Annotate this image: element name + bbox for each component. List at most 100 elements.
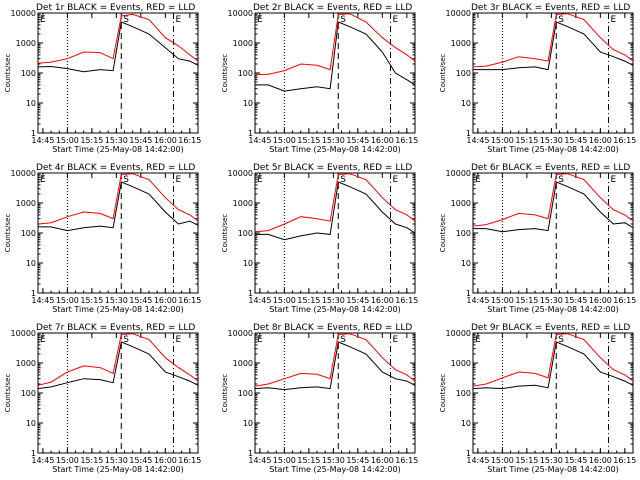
lld-series-line [38, 173, 198, 225]
x-tick-label: 15:45 [564, 296, 587, 305]
y-axis-label: Counts/sec [221, 214, 229, 253]
orbit-marker-label: E [40, 335, 46, 345]
y-tick-label: 10 [26, 99, 36, 108]
orbit-marker-label: S [123, 15, 129, 25]
y-tick-label: 1 [466, 449, 471, 458]
x-tick-label: 15:30 [540, 136, 563, 145]
orbit-marker-label: S [123, 335, 129, 345]
y-tick-label: 10000 [228, 9, 253, 18]
x-tick-label: 16:00 [589, 456, 612, 465]
events-series-line [38, 21, 198, 73]
x-tick-label: 15:45 [346, 296, 369, 305]
orbit-marker-label: S [340, 335, 346, 345]
y-tick-label: 1 [466, 129, 471, 138]
x-tick-label: 15:45 [129, 296, 152, 305]
y-tick-label: 1000 [233, 39, 253, 48]
y-tick-label: 1000 [233, 199, 253, 208]
panel-1: Det 1r BLACK = Events, RED = LLD 1 10 100 10… [4, 3, 201, 154]
x-tick-label: 15:45 [346, 136, 369, 145]
orbit-marker-label: S [558, 15, 564, 25]
x-tick-label: 15:45 [346, 456, 369, 465]
y-tick-label: 1000 [451, 199, 471, 208]
y-tick-label: 100 [238, 389, 253, 398]
x-axis-label: Start Time (25-May-08 14:42:00) [487, 305, 618, 314]
lld-series-line [38, 333, 198, 386]
events-series-line [473, 341, 633, 390]
y-axis-label: Counts/sec [4, 374, 12, 413]
y-tick-label: 1000 [16, 39, 36, 48]
y-axis-label: Counts/sec [221, 54, 229, 93]
panel-title: Det 1r BLACK = Events, RED = LLD [36, 3, 195, 13]
x-tick-label: 16:15 [178, 456, 201, 465]
events-series-line [255, 21, 415, 92]
y-tick-label: 10000 [11, 329, 36, 338]
x-tick-label: 14:45 [248, 456, 271, 465]
panel-4: Det 4r BLACK = Events, RED = LLD 1 10 100 10… [4, 163, 201, 314]
x-tick-label: 15:00 [491, 136, 514, 145]
events-series-line [255, 341, 415, 391]
y-tick-label: 10 [243, 99, 253, 108]
y-tick-label: 100 [238, 229, 253, 238]
x-tick-label: 15:15 [515, 456, 538, 465]
events-series-line [473, 21, 633, 71]
x-tick-label: 15:15 [297, 136, 320, 145]
x-tick-label: 16:15 [613, 296, 636, 305]
x-tick-label: 15:30 [105, 136, 128, 145]
y-tick-label: 10000 [446, 169, 471, 178]
orbit-marker-label: E [611, 335, 617, 345]
orbit-marker-label: E [393, 175, 399, 185]
lld-series-line [473, 333, 633, 387]
x-tick-label: 15:00 [273, 296, 296, 305]
x-tick-label: 16:15 [613, 136, 636, 145]
orbit-marker-label: E [40, 175, 46, 185]
orbit-marker-label: E [475, 175, 481, 185]
x-axis-label: Start Time (25-May-08 14:42:00) [487, 145, 618, 154]
events-series-line [38, 341, 198, 390]
x-tick-label: 16:00 [154, 296, 177, 305]
x-axis-label: Start Time (25-May-08 14:42:00) [52, 305, 183, 314]
panel-title: Det 7r BLACK = Events, RED = LLD [36, 323, 195, 333]
y-axis-label: Counts/sec [439, 54, 447, 93]
x-tick-label: 15:15 [80, 296, 103, 305]
y-tick-label: 10000 [446, 329, 471, 338]
x-tick-label: 15:00 [491, 296, 514, 305]
orbit-marker-label: E [393, 335, 399, 345]
x-tick-label: 15:00 [56, 136, 79, 145]
panel-3: Det 3r BLACK = Events, RED = LLD 1 10 100 10… [439, 3, 636, 154]
panel-title: Det 4r BLACK = Events, RED = LLD [36, 163, 195, 173]
panel-7: Det 7r BLACK = Events, RED = LLD 1 10 100 10… [4, 323, 201, 474]
y-tick-label: 1 [248, 449, 253, 458]
panel-title: Det 9r BLACK = Events, RED = LLD [471, 323, 630, 333]
x-tick-label: 15:30 [540, 456, 563, 465]
y-tick-label: 1000 [451, 39, 471, 48]
y-tick-label: 10000 [11, 169, 36, 178]
y-tick-label: 100 [456, 389, 471, 398]
x-tick-label: 15:30 [105, 296, 128, 305]
lld-series-line [38, 13, 198, 64]
y-tick-label: 1 [31, 129, 36, 138]
x-tick-label: 16:00 [371, 296, 394, 305]
y-tick-label: 100 [456, 229, 471, 238]
x-tick-label: 14:45 [466, 456, 489, 465]
y-axis-label: Counts/sec [439, 214, 447, 253]
x-tick-label: 16:00 [589, 296, 612, 305]
x-tick-label: 15:00 [273, 456, 296, 465]
x-tick-label: 14:45 [31, 456, 54, 465]
y-tick-label: 1000 [233, 359, 253, 368]
x-tick-label: 14:45 [466, 296, 489, 305]
y-tick-label: 1 [248, 289, 253, 298]
panel-9: Det 9r BLACK = Events, RED = LLD 1 10 100 10… [439, 323, 636, 474]
x-tick-label: 16:15 [395, 456, 418, 465]
events-series-line [255, 181, 415, 241]
events-series-line [473, 181, 633, 233]
orbit-marker-label: E [176, 335, 182, 345]
panel-title: Det 2r BLACK = Events, RED = LLD [253, 3, 412, 13]
x-axis-label: Start Time (25-May-08 14:42:00) [487, 465, 618, 474]
x-axis-label: Start Time (25-May-08 14:42:00) [269, 305, 400, 314]
orbit-marker-label: E [176, 175, 182, 185]
y-tick-label: 100 [21, 229, 36, 238]
y-tick-label: 1 [31, 289, 36, 298]
orbit-marker-label: E [257, 175, 263, 185]
x-tick-label: 15:00 [491, 456, 514, 465]
x-tick-label: 16:15 [395, 296, 418, 305]
